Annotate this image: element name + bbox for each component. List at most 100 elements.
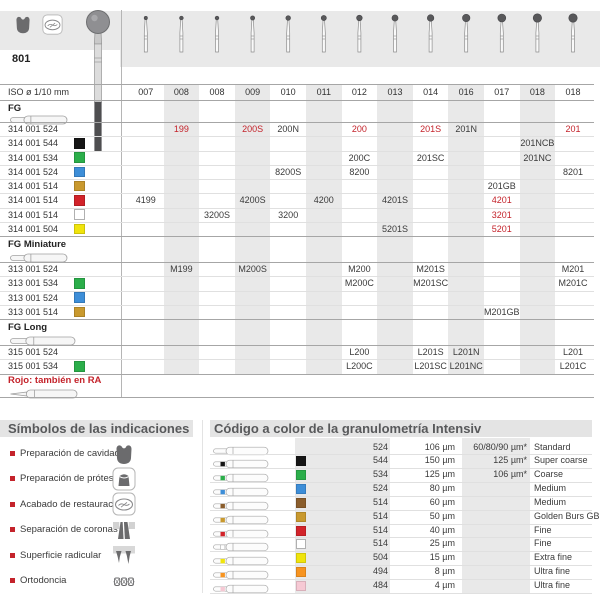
row-separator — [210, 537, 592, 539]
column-band — [448, 84, 484, 374]
grit-color-swatch — [74, 138, 85, 149]
color-code-row: 514 50 µm Golden Burs GB — [210, 510, 600, 524]
restoration-finish-icon — [40, 14, 65, 35]
row-code: 314 001 514 — [8, 181, 59, 191]
symbol-label: Acabado de restauraciones — [20, 498, 136, 510]
product-cell: 8201 — [562, 166, 583, 177]
ra-note: Rojo: también en RA — [8, 375, 102, 386]
product-cell: 3200 — [278, 209, 299, 220]
product-cell: L201S — [417, 347, 444, 357]
product-cell: L200 — [349, 347, 370, 357]
iso-size: 013 — [387, 87, 403, 97]
grit-size: 150 µm — [424, 455, 455, 466]
alt-column-band — [462, 438, 530, 593]
grit-name: Ultra fine — [534, 580, 571, 590]
grit-size: 80 µm — [429, 483, 455, 494]
grit-size: 106 µm — [424, 441, 455, 452]
bullet-icon — [10, 451, 15, 456]
symbol-label: Preparación de cavidades — [20, 448, 130, 459]
bullet-icon — [10, 552, 15, 558]
grit-code: 504 — [372, 552, 388, 563]
grit-name: Standard — [534, 441, 571, 452]
table-rule — [0, 236, 594, 237]
symbol-item: Separación de coronas — [0, 517, 195, 542]
symbol-label: Ortodoncia — [20, 575, 67, 586]
grit-color-swatch — [296, 484, 306, 495]
symbols-title: Símbolos de las indicaciones — [8, 421, 190, 436]
grit-name: Medium — [534, 496, 567, 507]
symbol-item: Preparación de prótesis — [0, 466, 195, 491]
grit-bur-icon — [213, 581, 269, 599]
iso-size: 016 — [458, 87, 474, 97]
product-cell: 201SC — [416, 152, 445, 163]
row-separator — [0, 359, 594, 361]
grit-color-swatch — [74, 152, 85, 163]
product-cell: L201C — [559, 361, 587, 372]
table-rule — [0, 319, 594, 320]
fg-bur-icon — [10, 112, 68, 130]
fg-miniature-bur-icon — [10, 250, 68, 268]
product-cell: L201SC — [414, 361, 447, 372]
restoration-finish-icon — [112, 492, 136, 516]
row-separator — [0, 207, 594, 209]
symbol-item: Superficie radicular — [0, 543, 195, 568]
iso-size: 017 — [494, 87, 510, 97]
ra-bur-icon — [10, 386, 78, 404]
product-cell: M201C — [558, 278, 588, 289]
product-cell: M201GB — [484, 306, 520, 317]
grit-bur-icon — [213, 470, 269, 488]
grit-color-swatch — [296, 525, 306, 536]
grit-color-swatch — [296, 470, 306, 481]
grit-bur-icon — [213, 567, 269, 585]
grit-name: Ultra fine — [534, 566, 571, 577]
product-cell: 201NC — [523, 152, 552, 163]
grit-name: Super coarse — [534, 455, 588, 466]
grit-alt-size: 125 µm* — [493, 455, 527, 466]
grit-code: 534 — [372, 469, 388, 480]
row-separator — [0, 136, 594, 138]
product-cell: 200S — [242, 124, 264, 134]
row-separator — [0, 221, 594, 223]
product-cell: 3200S — [203, 209, 230, 220]
row-separator — [0, 150, 594, 152]
iso-size: 018 — [529, 87, 545, 97]
iso-size: 014 — [423, 87, 439, 97]
grit-color-swatch — [296, 511, 306, 522]
grit-color-swatch — [74, 223, 85, 235]
grit-size: 125 µm — [424, 469, 455, 480]
row-separator — [0, 304, 594, 306]
code-column-band — [295, 438, 390, 593]
table-rule — [0, 397, 594, 398]
fg-long-bur-icon — [10, 333, 76, 351]
product-cell: L201N — [452, 347, 480, 357]
product-cell: M201S — [416, 264, 445, 274]
grit-code: 514 — [372, 496, 388, 507]
grit-size: 4 µm — [434, 580, 455, 590]
iso-size: 018 — [565, 87, 581, 97]
label-column-divider — [121, 10, 122, 397]
table-rule — [0, 345, 594, 346]
section-label: FG Miniature — [8, 238, 67, 250]
grit-code: 524 — [372, 441, 388, 452]
grit-size: 15 µm — [429, 552, 455, 563]
grit-size: 8 µm — [434, 566, 455, 577]
row-separator — [0, 193, 594, 195]
product-cell: 4201S — [381, 195, 408, 206]
row-code: 314 001 524 — [8, 124, 59, 134]
color-code-row: 484 4 µm Ultra fine — [210, 579, 592, 594]
product-cell: 200N — [277, 124, 299, 134]
grit-color-swatch — [74, 292, 85, 303]
row-separator — [210, 468, 592, 470]
grit-bur-icon — [213, 498, 269, 516]
row-separator — [210, 565, 592, 567]
row-separator — [210, 509, 592, 511]
column-band — [306, 84, 342, 374]
row-code: 313 001 524 — [8, 292, 59, 303]
grit-size: 25 µm — [429, 538, 455, 549]
symbol-label: Preparación de prótesis — [20, 473, 121, 485]
table-rule — [0, 122, 594, 123]
row-separator — [0, 276, 594, 278]
column-band — [519, 84, 556, 374]
product-cell: M201 — [561, 264, 585, 274]
